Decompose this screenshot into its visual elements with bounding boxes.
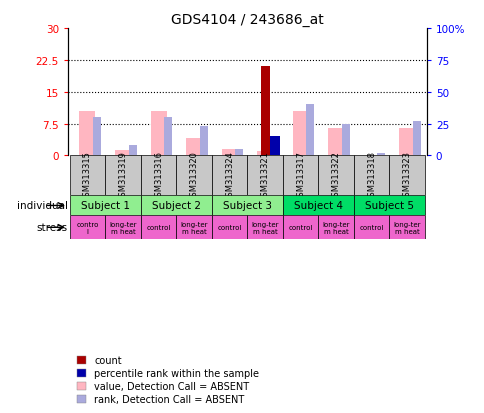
Text: long-ter
m heat: long-ter m heat xyxy=(393,221,420,234)
Text: GSM313317: GSM313317 xyxy=(296,151,304,202)
Text: GSM313323: GSM313323 xyxy=(402,151,411,202)
Bar xyxy=(235,150,243,156)
Bar xyxy=(212,196,282,216)
Bar xyxy=(140,196,212,216)
Bar xyxy=(247,216,282,240)
Text: GSM313315: GSM313315 xyxy=(83,151,92,202)
Bar xyxy=(353,216,389,240)
Text: stress: stress xyxy=(36,223,67,233)
Bar xyxy=(389,156,424,196)
Text: GSM313324: GSM313324 xyxy=(225,151,234,202)
Bar xyxy=(221,150,237,156)
Text: GSM313321: GSM313321 xyxy=(260,151,269,202)
Bar xyxy=(115,151,131,156)
Text: Subject 5: Subject 5 xyxy=(364,201,413,211)
Text: GSM313318: GSM313318 xyxy=(366,151,376,202)
Bar xyxy=(247,156,282,196)
Bar xyxy=(79,112,95,156)
Bar xyxy=(398,128,414,156)
Bar xyxy=(389,216,424,240)
Bar xyxy=(140,156,176,196)
Text: Subject 4: Subject 4 xyxy=(293,201,342,211)
Bar xyxy=(318,156,353,196)
Bar xyxy=(377,154,385,156)
Bar xyxy=(292,112,308,156)
Text: GSM313320: GSM313320 xyxy=(189,151,198,202)
Text: control: control xyxy=(359,225,383,231)
Legend: count, percentile rank within the sample, value, Detection Call = ABSENT, rank, : count, percentile rank within the sample… xyxy=(73,352,262,408)
Bar xyxy=(128,146,136,156)
Text: control: control xyxy=(146,225,170,231)
Bar xyxy=(186,139,202,156)
Bar xyxy=(70,156,105,196)
Bar xyxy=(306,105,314,156)
Text: Subject 2: Subject 2 xyxy=(151,201,200,211)
Bar xyxy=(212,216,247,240)
Text: Subject 3: Subject 3 xyxy=(222,201,272,211)
Bar xyxy=(353,196,424,216)
Text: long-ter
m heat: long-ter m heat xyxy=(322,221,349,234)
Bar xyxy=(176,156,212,196)
Text: control: control xyxy=(288,225,312,231)
Bar xyxy=(257,152,272,156)
Bar xyxy=(353,156,389,196)
Bar xyxy=(150,112,166,156)
Bar xyxy=(199,127,207,156)
Bar xyxy=(176,216,212,240)
Text: GSM313316: GSM313316 xyxy=(154,151,163,202)
Title: GDS4104 / 243686_at: GDS4104 / 243686_at xyxy=(171,12,323,26)
Bar xyxy=(212,156,247,196)
Text: control: control xyxy=(217,225,241,231)
Bar xyxy=(105,156,140,196)
Bar xyxy=(341,124,349,156)
Text: long-ter
m heat: long-ter m heat xyxy=(109,221,136,234)
Text: long-ter
m heat: long-ter m heat xyxy=(180,221,207,234)
Bar xyxy=(282,196,353,216)
Bar xyxy=(140,216,176,240)
Bar xyxy=(282,216,318,240)
Bar xyxy=(328,128,344,156)
Bar xyxy=(105,216,140,240)
Text: Subject 1: Subject 1 xyxy=(80,201,129,211)
Bar xyxy=(70,216,105,240)
Text: GSM313322: GSM313322 xyxy=(331,151,340,202)
Text: long-ter
m heat: long-ter m heat xyxy=(251,221,278,234)
Bar xyxy=(363,155,379,156)
Bar xyxy=(282,156,318,196)
Text: GSM313319: GSM313319 xyxy=(118,151,127,202)
Bar xyxy=(164,118,172,156)
Bar xyxy=(270,137,279,156)
Bar xyxy=(318,216,353,240)
Bar xyxy=(260,67,269,156)
Bar xyxy=(412,122,420,156)
Text: contro
l: contro l xyxy=(76,221,98,234)
Bar xyxy=(93,118,101,156)
Bar xyxy=(70,196,140,216)
Text: individual: individual xyxy=(16,201,67,211)
